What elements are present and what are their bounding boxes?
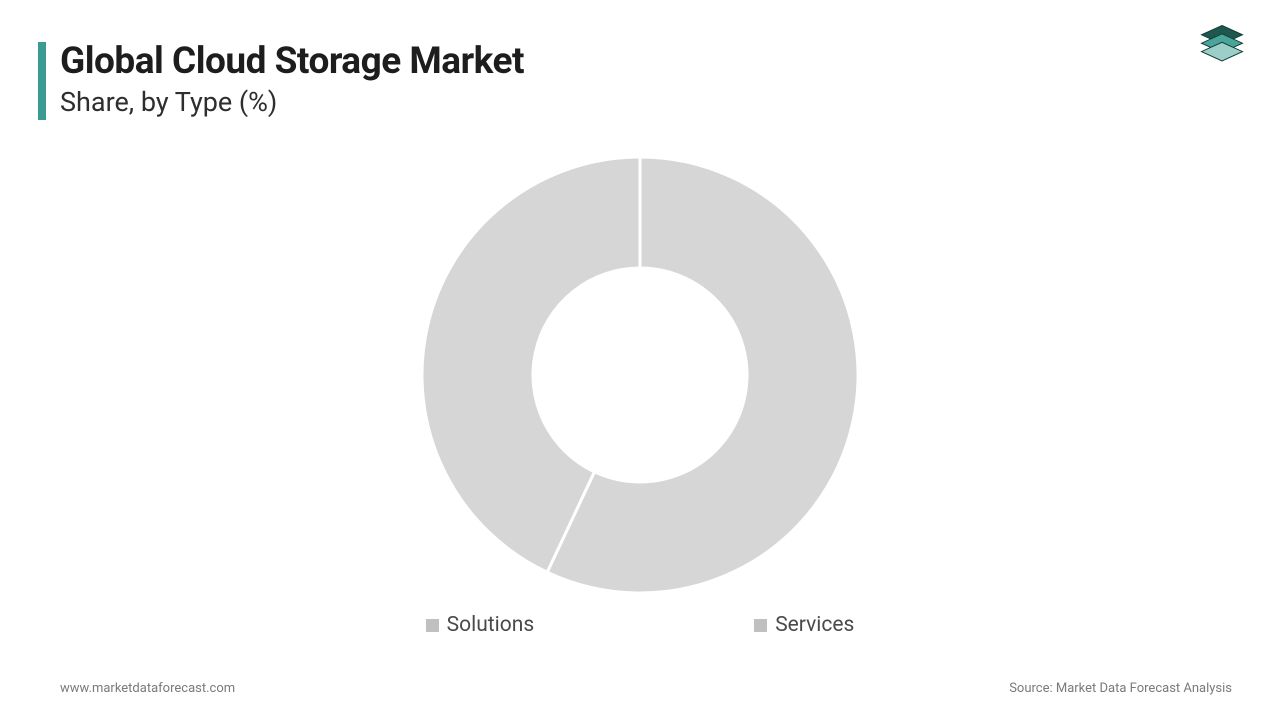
page-subtitle: Share, by Type (%) <box>60 85 524 120</box>
chart-legend: Solutions Services <box>426 613 855 637</box>
title-block: Global Cloud Storage Market Share, by Ty… <box>60 42 524 120</box>
legend-swatch <box>754 619 767 632</box>
legend-item-services: Services <box>754 613 854 637</box>
donut-chart: Solutions Services <box>0 155 1280 637</box>
footer-url: www.marketdataforecast.com <box>60 681 235 696</box>
legend-label: Services <box>775 613 854 637</box>
page-title: Global Cloud Storage Market <box>60 42 524 83</box>
brand-logo-icon <box>1194 18 1250 74</box>
footer-source: Source: Market Data Forecast Analysis <box>1009 681 1232 696</box>
legend-label: Solutions <box>447 613 535 637</box>
header: Global Cloud Storage Market Share, by Ty… <box>38 42 524 120</box>
accent-bar <box>38 42 46 120</box>
legend-swatch <box>426 619 439 632</box>
legend-item-solutions: Solutions <box>426 613 535 637</box>
